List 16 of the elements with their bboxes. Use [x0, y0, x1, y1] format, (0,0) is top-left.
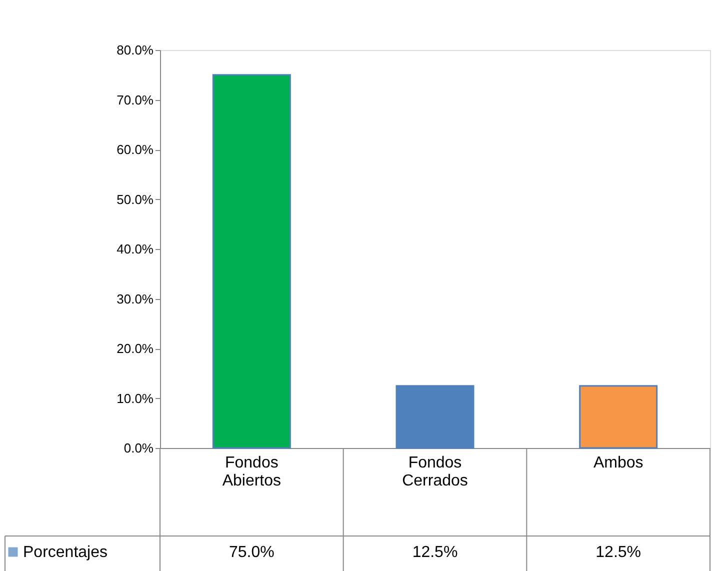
y-tick-label: 20.0% [116, 341, 154, 356]
legend-label: Porcentajes [23, 544, 108, 561]
y-tick-label: 60.0% [116, 142, 154, 157]
y-tick-label: 30.0% [116, 291, 154, 306]
y-tick-label: 10.0% [116, 390, 154, 406]
y-tick-label: 70.0% [116, 92, 154, 108]
y-tick-label: 40.0% [116, 242, 154, 256]
x-tick-label: Fondos Cerrados [402, 454, 468, 490]
data-label: 75.0% [228, 544, 274, 561]
y-tick-label: 80.0% [116, 42, 154, 58]
x-tick-label: Fondos Abiertos [222, 454, 282, 490]
data-label: 12.5% [412, 544, 458, 561]
y-tick-label: 50.0% [116, 192, 154, 207]
y-tick-label: 0.0% [124, 440, 154, 456]
x-tick-label: Ambos [593, 454, 644, 472]
data-label: 12.5% [596, 544, 642, 561]
